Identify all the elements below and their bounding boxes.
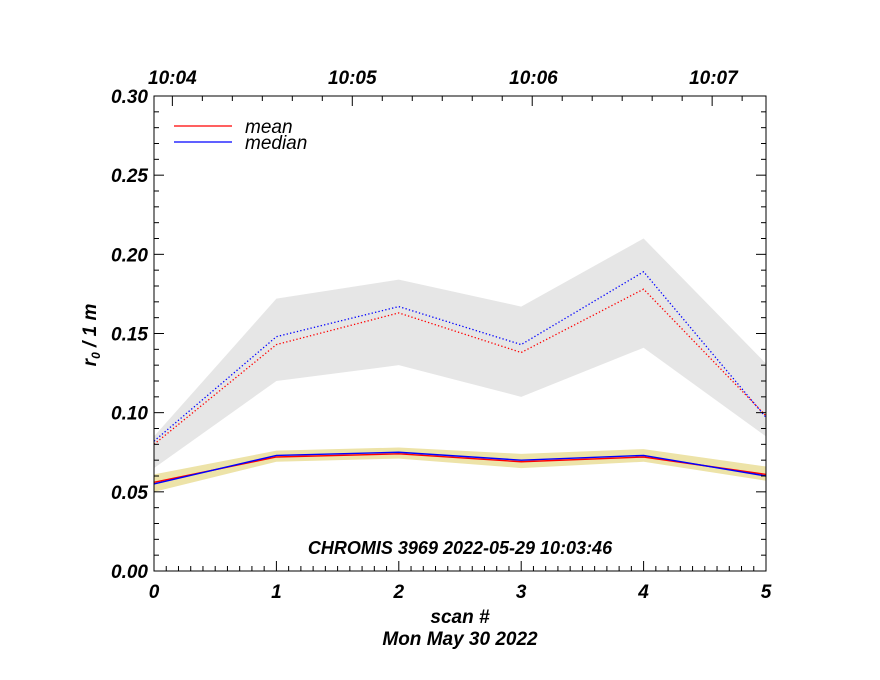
x-tick-label: 3 — [516, 582, 527, 603]
y-axis-title-subscript: 0 — [89, 352, 103, 359]
top-time-label: 10:05 — [328, 68, 377, 89]
spread-bands — [154, 238, 766, 492]
x-tick-label: 1 — [271, 582, 282, 603]
x-tick-label: 5 — [761, 582, 772, 603]
y-tick-label: 0.25 — [111, 166, 148, 187]
series-line-median-upper — [153, 270, 767, 442]
top-time-label: 10:06 — [509, 68, 558, 89]
top-time-label: 10:07 — [689, 68, 739, 89]
y-tick-label: 0.30 — [111, 87, 148, 108]
series-line-median-lower — [153, 451, 767, 485]
x-tick-label: 0 — [149, 582, 160, 603]
x-axis-title: scan # — [430, 607, 490, 628]
y-tick-label: 0.20 — [111, 245, 148, 266]
axis-ticks — [153, 95, 767, 572]
y-axis-title-main: r — [80, 357, 101, 366]
legend-label-median: median — [245, 133, 307, 154]
y-tick-label: 0.10 — [111, 404, 148, 425]
y-tick-label: 0.05 — [111, 483, 148, 504]
y-tick-label: 0.00 — [111, 562, 148, 583]
top-time-label: 10:04 — [148, 68, 197, 89]
data-lines — [153, 270, 767, 485]
band-upper-spread — [154, 238, 766, 469]
x-tick-label: 2 — [393, 582, 405, 603]
annotation-text: CHROMIS 3969 2022-05-29 10:03:46 — [308, 538, 613, 558]
series-line-mean-lower — [153, 453, 767, 484]
y-tick-label: 0.15 — [111, 325, 148, 346]
y-axis-title-rest: / 1 m — [80, 304, 101, 353]
band-lower-spread — [154, 447, 766, 492]
y-axis-title: r0 / 1 m — [80, 304, 103, 367]
x-tick-label: 4 — [637, 582, 649, 603]
legend-label-mean: mean — [245, 117, 293, 138]
date-label: Mon May 30 2022 — [382, 629, 538, 650]
